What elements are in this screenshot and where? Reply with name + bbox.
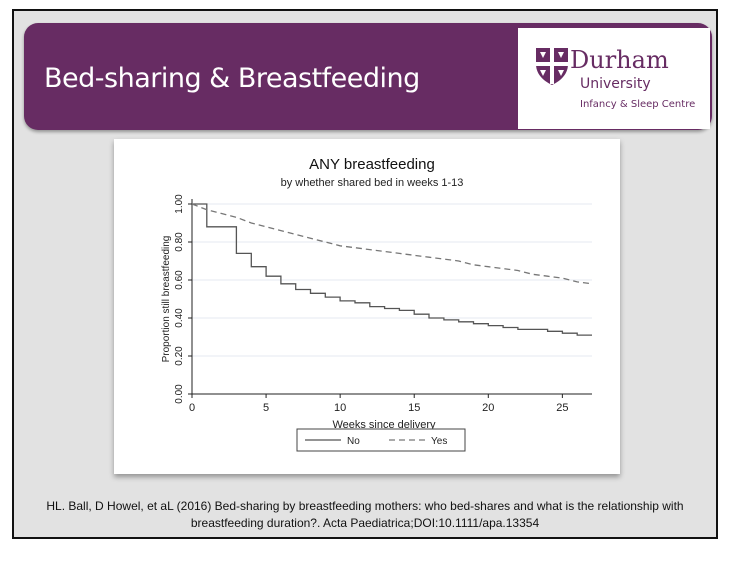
citation-line-1: HL. Ball, D Howel, et aL (2016) Bed-shar… bbox=[46, 499, 684, 513]
x-axis-label: Weeks since delivery bbox=[332, 419, 436, 431]
y-tick-label: 1.00 bbox=[174, 194, 185, 214]
durham-logo: Durham University Infancy & Sleep Centre bbox=[518, 28, 710, 129]
chart-subtitle: by whether shared bed in weeks 1-13 bbox=[281, 177, 464, 189]
x-tick-label: 15 bbox=[408, 402, 420, 414]
title-banner: Bed-sharing & Breastfeeding Durham Unive… bbox=[24, 23, 712, 130]
gridlines bbox=[192, 203, 592, 395]
series-line-yes bbox=[191, 203, 593, 285]
y-tick-label: 0.40 bbox=[174, 308, 185, 328]
y-tick-label: 0.00 bbox=[174, 384, 185, 404]
axes: 0.00 0.20 0.40 0.60 0.80 1.00 0 5 10 15 20 25 bbox=[174, 194, 592, 414]
y-axis-label: Proportion still breastfeeding bbox=[161, 236, 172, 363]
citation: HL. Ball, D Howel, et aL (2016) Bed-shar… bbox=[14, 498, 716, 532]
citation-line-2: breastfeeding duration?. Acta Paediatric… bbox=[190, 516, 540, 530]
legend-box bbox=[296, 428, 466, 452]
crest-icon bbox=[536, 48, 568, 85]
series-lines bbox=[191, 203, 593, 336]
x-tick-label: 0 bbox=[189, 402, 195, 414]
y-tick-label: 0.20 bbox=[174, 346, 185, 366]
series-line-no bbox=[192, 203, 592, 336]
figure-card: ANY breastfeeding by whether shared bed … bbox=[114, 139, 620, 474]
x-tick-label: 25 bbox=[556, 402, 568, 414]
legend-label-no: No bbox=[347, 436, 360, 447]
y-tick-label: 0.60 bbox=[174, 270, 185, 290]
x-tick-label: 10 bbox=[334, 402, 346, 414]
x-tick-label: 20 bbox=[482, 402, 494, 414]
x-tick-label: 5 bbox=[263, 402, 269, 414]
logo-centre-name: Infancy & Sleep Centre bbox=[580, 99, 696, 110]
logo-subtitle: University bbox=[580, 76, 651, 92]
logo-name: Durham bbox=[570, 46, 669, 74]
legend-label-yes: Yes bbox=[431, 436, 447, 447]
slide: Bed-sharing & Breastfeeding Durham Unive… bbox=[12, 9, 718, 539]
survival-chart: ANY breastfeeding by whether shared bed … bbox=[161, 156, 593, 452]
chart-legend: No Yes bbox=[296, 428, 466, 452]
slide-title: Bed-sharing & Breastfeeding bbox=[44, 63, 420, 94]
y-tick-label: 0.80 bbox=[174, 232, 185, 252]
chart-title: ANY breastfeeding bbox=[309, 156, 435, 173]
